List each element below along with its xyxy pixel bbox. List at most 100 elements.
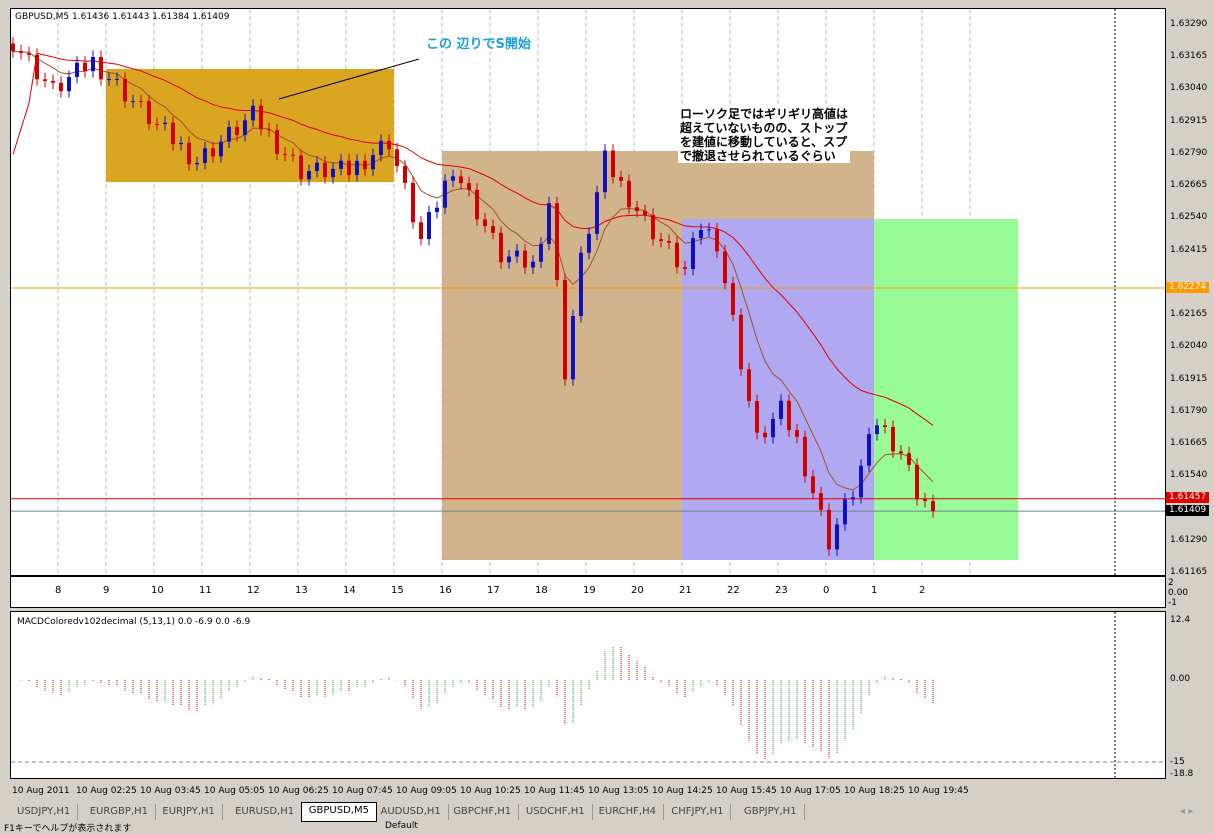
tab-eurusdh1[interactable]: EURUSD,H1 <box>228 804 303 820</box>
tab-usdjpyh1[interactable]: USDJPY,H1 <box>10 804 79 820</box>
tab-eurjpyh1[interactable]: EURJPY,H1 <box>155 804 223 820</box>
candle-body <box>51 80 55 83</box>
candle-body <box>875 425 879 435</box>
price-tick: 1.61790 <box>1170 405 1208 416</box>
candle-body <box>491 226 495 233</box>
price-tick: 1.63165 <box>1170 51 1208 62</box>
candle-body <box>395 149 399 167</box>
macd-tick: 12.4 <box>1170 615 1191 625</box>
candle-body <box>203 148 207 163</box>
candle-body <box>603 150 607 193</box>
candle-body <box>499 232 503 263</box>
candle-body <box>523 250 527 268</box>
day-label: 13 <box>295 585 308 596</box>
candle-body <box>371 155 375 170</box>
ma-long-line <box>12 52 934 426</box>
candle-body <box>139 101 143 103</box>
candle-body <box>907 453 911 465</box>
tab-scroll-arrows[interactable]: ◂ ▸ <box>1180 806 1194 817</box>
note-line: を建値に移動していると、スプ <box>680 135 848 149</box>
candle-body <box>635 207 639 212</box>
tab-gbpchfh1[interactable]: GBPCHF,H1 <box>446 804 520 820</box>
candle-body <box>475 189 479 220</box>
tab-usdchfh1[interactable]: USDCHF,H1 <box>519 804 593 820</box>
candle-body <box>35 54 39 80</box>
candle-body <box>763 432 767 438</box>
day-label: 1 <box>871 585 878 596</box>
tab-gbpusdm5[interactable]: GBPUSD,M5 <box>300 802 377 822</box>
day-label: 23 <box>775 585 788 596</box>
candle-body <box>179 142 183 145</box>
price-chart-canvas <box>11 9 1165 575</box>
candle-body <box>123 78 127 102</box>
candle-body <box>83 62 87 72</box>
candle-body <box>291 154 295 156</box>
candle-body <box>619 177 623 181</box>
candle-body <box>835 524 839 550</box>
arrow-line <box>278 58 420 100</box>
price-tick: 1.62915 <box>1170 115 1208 126</box>
sub-tick: -1 <box>1168 598 1177 608</box>
time-label: 10 Aug 14:25 <box>652 786 713 796</box>
macd-pane[interactable]: MACDColoredv102decimal (5,13,1) 0.0 -6.9… <box>10 611 1166 779</box>
price-tick: 1.62165 <box>1170 309 1208 320</box>
candle-body <box>27 53 31 55</box>
candle-body <box>683 267 687 269</box>
day-label: 19 <box>583 585 596 596</box>
candle-body <box>411 182 415 223</box>
price-chart[interactable]: GBPUSD,M5 1.61436 1.61443 1.61384 1.6140… <box>10 8 1166 576</box>
candle-body <box>259 105 263 130</box>
candle-body <box>59 82 63 92</box>
time-label: 10 Aug 06:25 <box>268 786 329 796</box>
day-label: 2 <box>919 585 926 596</box>
tab-audusdh1[interactable]: AUDUSD,H1 <box>374 804 449 820</box>
day-label: 15 <box>391 585 404 596</box>
time-label: 10 Aug 15:45 <box>716 786 777 796</box>
price-tick: 1.63290 <box>1170 19 1208 29</box>
day-label: 16 <box>439 585 452 596</box>
candle-body <box>739 314 743 370</box>
status-help: F1キーでヘルプが表示されます <box>4 824 132 834</box>
candle-body <box>891 426 895 452</box>
candle-body <box>275 130 279 154</box>
tab-gbpjpyh1[interactable]: GBPJPY,H1 <box>737 804 805 820</box>
tab-chfjpyh1[interactable]: CHFJPY,H1 <box>664 804 732 820</box>
candle-body <box>715 229 719 252</box>
tab-eurchfh4[interactable]: EURCHF,H4 <box>592 804 664 820</box>
macd-title: MACDColoredv102decimal (5,13,1) 0.0 -6.9… <box>17 617 251 627</box>
day-label: 17 <box>487 585 500 596</box>
candle-body <box>283 153 287 155</box>
candle-body <box>595 192 599 234</box>
candle-body <box>675 242 679 268</box>
candle-body <box>155 123 159 125</box>
candle-body <box>147 101 151 124</box>
candle-body <box>435 207 439 213</box>
day-label: 11 <box>199 585 212 596</box>
candle-body <box>755 401 759 433</box>
time-label: 10 Aug 03:45 <box>140 786 201 796</box>
candle-body <box>115 78 119 80</box>
candle-body <box>195 162 199 165</box>
candle-body <box>307 170 311 180</box>
day-label: 10 <box>151 585 164 596</box>
orange-level-tag: 1.62274 <box>1166 282 1210 294</box>
candle-body <box>339 160 343 169</box>
candle-body <box>99 56 103 80</box>
candle-body <box>331 168 335 178</box>
day-label: 21 <box>679 585 692 596</box>
bid-price-tag: 1.61409 <box>1166 505 1210 517</box>
candle-body <box>315 162 319 171</box>
day-indicator-pane: 8 9 10 11 12 13 14 15 16 17 18 19 20 21 22 23 0 1 2 <box>10 576 1166 608</box>
candle-body <box>723 251 727 284</box>
day-label: 0 <box>823 585 830 596</box>
candle-body <box>843 499 847 525</box>
candle-body <box>187 142 191 165</box>
range-box <box>106 69 394 182</box>
tab-eurgbph1[interactable]: EURGBP,H1 <box>83 804 156 820</box>
macd-tick: -15 <box>1170 757 1185 767</box>
candle-body <box>227 126 231 142</box>
day-label: 8 <box>55 585 62 596</box>
candle-body <box>459 176 463 184</box>
red-level-tag: 1.61457 <box>1166 491 1210 503</box>
